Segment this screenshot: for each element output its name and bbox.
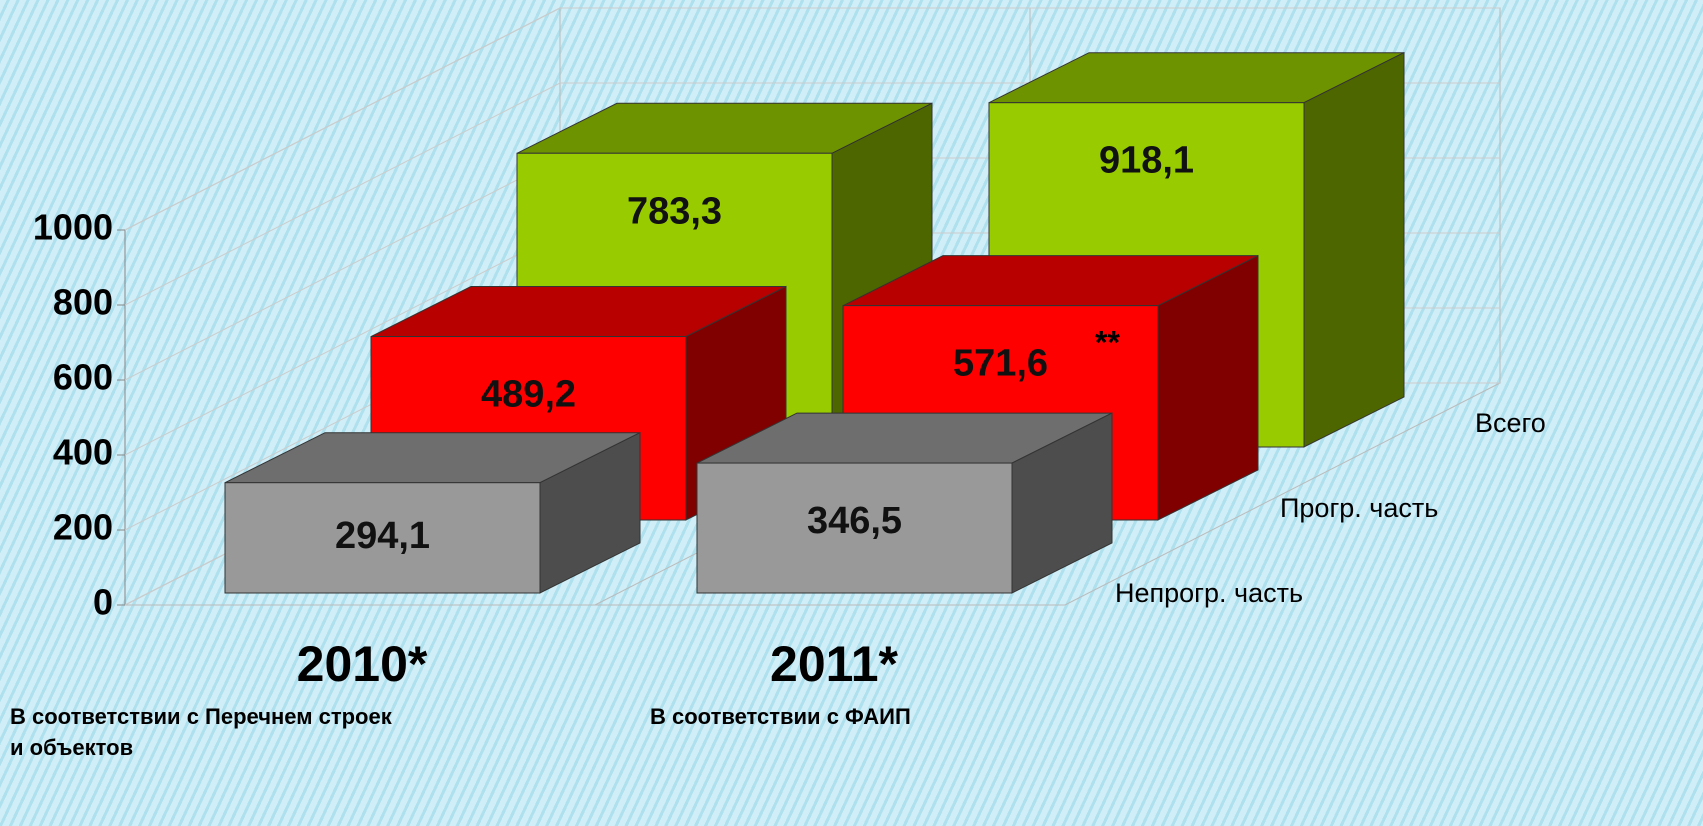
y-tick-label: 200 [53,507,113,548]
category-note: В соответствии с ФАИП [650,704,911,729]
x-tick-label: 2011* [770,636,898,692]
y-tick-label: 1000 [33,207,113,248]
category-note: и объектов [10,735,133,760]
y-tick-label: 600 [53,357,113,398]
x-tick-label: 2010* [297,636,428,692]
y-tick-label: 800 [53,282,113,323]
grid-line [124,7,1500,231]
legend-label: Прогр. часть [1280,493,1438,523]
value-label: 918,1 [1099,140,1194,182]
bar [696,462,1013,594]
legend-label: Непрогр. часть [1115,578,1303,608]
bar [224,482,541,594]
value-label: 783,3 [627,190,722,232]
y-tick-label: 400 [53,432,113,473]
y-tick-label: 0 [93,582,113,623]
annotation: ** [1095,324,1120,360]
legend-label: Всего [1475,408,1546,438]
value-label: 489,2 [481,374,576,416]
value-label: 294,1 [335,515,430,557]
value-label: 571,6 [953,343,1048,385]
category-note: В соответствии с Перечнем строек [10,704,393,729]
value-label: 346,5 [807,500,902,542]
bar-side [1303,51,1405,448]
